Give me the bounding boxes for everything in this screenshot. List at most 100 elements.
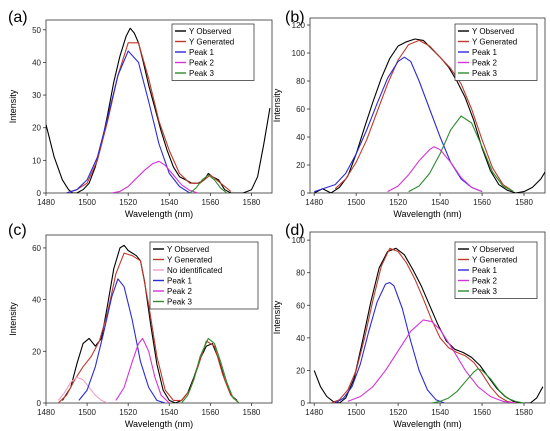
y-tick-label: 80: [296, 77, 305, 86]
legend-entry: Peak 3: [167, 298, 192, 307]
legend-entry: Y Generated: [472, 256, 517, 265]
legend-entry: Y Observed: [472, 245, 514, 254]
legend-entry: Y Observed: [167, 245, 209, 254]
x-tick-label: 1560: [473, 198, 491, 207]
series-line-peak-3: [189, 174, 228, 193]
series-line-no-identificated: [57, 376, 108, 403]
legend-entry: Peak 3: [472, 69, 497, 78]
x-tick-label: 1500: [78, 198, 96, 207]
x-tick-label: 1480: [305, 198, 323, 207]
y-axis-label: Intensity: [8, 302, 18, 336]
series-line-peak-2: [347, 319, 516, 403]
series-line-peak-3: [408, 115, 514, 193]
legend-entry: Peak 3: [472, 287, 497, 296]
panel-d: (d) 1480 1500 1520 1540 1560 1580 0 20 40 60 80 100 W…: [272, 222, 546, 429]
legend-entry: Peak 1: [189, 48, 214, 57]
legend-entry: Y Observed: [189, 27, 231, 36]
y-axis-label: Intensity: [272, 300, 282, 334]
plot-frame: [309, 17, 546, 194]
x-axis-label: Wavelength (nm): [393, 419, 461, 429]
legend-entry: Y Generated: [472, 38, 517, 47]
y-tick-label: 40: [32, 296, 41, 305]
plot-frame: [45, 19, 273, 194]
legend-entry: No identificated: [167, 266, 222, 275]
x-tick-label: 1520: [389, 198, 407, 207]
x-tick-label: 1580: [243, 198, 261, 207]
series-line-y-observed: [46, 27, 271, 193]
x-tick-label: 1560: [473, 408, 491, 417]
legend-entry: Y Observed: [472, 27, 514, 36]
x-tick-label: 1520: [389, 408, 407, 417]
x-tick-label: 1580: [243, 408, 261, 417]
y-axis-label: Intensity: [8, 89, 18, 123]
series-line-y-generated: [57, 252, 240, 403]
y-tick-label: 60: [296, 105, 305, 114]
legend-entry: Peak 2: [472, 59, 497, 68]
x-tick-label: 1500: [347, 198, 365, 207]
x-tick-label: 1540: [431, 198, 449, 207]
series-line-peak-1: [66, 50, 191, 193]
y-tick-label: 100: [292, 49, 306, 58]
series-group: [313, 38, 545, 193]
legend-entry: Peak 3: [189, 69, 214, 78]
x-tick-label: 1540: [431, 408, 449, 417]
x-tick-label: 1520: [119, 198, 137, 207]
x-axis-label: Wavelength (nm): [125, 209, 193, 219]
panel-label: (a): [8, 9, 28, 26]
panel-c: (c) 1480 1500 1520 1540 1560 1580 0 20 40 60 Wavele…: [8, 222, 273, 429]
x-tick-label: 1500: [78, 408, 96, 417]
x-axis-label: Wavelength (nm): [125, 419, 193, 429]
y-tick-label: 30: [32, 91, 41, 100]
y-tick-label: 40: [32, 58, 41, 67]
x-tick-label: 1520: [119, 408, 137, 417]
y-tick-label: 0: [37, 399, 42, 408]
x-tick-label: 1500: [347, 408, 365, 417]
legend-entry: Peak 2: [189, 59, 214, 68]
y-tick-label: 20: [296, 366, 305, 375]
y-tick-label: 120: [292, 21, 306, 30]
y-tick-label: 100: [292, 236, 306, 245]
x-tick-label: 1580: [515, 408, 533, 417]
x-tick-label: 1560: [201, 408, 219, 417]
series-line-y-generated: [334, 39, 514, 193]
y-tick-label: 60: [296, 301, 305, 310]
y-tick-label: 0: [301, 189, 306, 198]
y-axis-label: Intensity: [272, 88, 282, 122]
series-group: [46, 27, 271, 193]
series-line-peak-3: [431, 368, 525, 403]
y-tick-label: 80: [296, 269, 305, 278]
legend-entry: Y Generated: [189, 38, 234, 47]
panel-label: (d): [285, 222, 305, 239]
x-tick-label: 1540: [160, 408, 178, 417]
y-tick-label: 0: [301, 399, 306, 408]
series-line-y-generated: [66, 42, 232, 193]
x-tick-label: 1560: [201, 198, 219, 207]
series-line-peak-2: [387, 146, 483, 193]
panel-label: (c): [8, 222, 27, 239]
panel-label: (b): [285, 9, 305, 26]
series-group: [313, 247, 544, 403]
y-tick-label: 40: [296, 334, 305, 343]
series-line-peak-3: [181, 337, 240, 403]
x-tick-label: 1480: [37, 408, 55, 417]
series-line-y-generated: [330, 247, 516, 403]
x-tick-label: 1540: [160, 198, 178, 207]
x-tick-label: 1480: [37, 198, 55, 207]
legend-entry: Y Generated: [167, 256, 212, 265]
y-tick-label: 40: [296, 133, 305, 142]
panel-a: (a) 1480 1500 1520 1540 1560 1580 0 10 20 30 40 50 Wa…: [8, 9, 273, 219]
series-line-peak-2: [111, 160, 199, 193]
legend-entry: Peak 1: [472, 266, 497, 275]
y-tick-label: 0: [37, 189, 42, 198]
legend-box: [149, 241, 259, 310]
y-tick-label: 20: [296, 161, 305, 170]
series-line-peak-1: [78, 278, 166, 403]
series-line-peak-2: [115, 337, 170, 403]
y-tick-label: 20: [32, 124, 41, 133]
series-line-peak-1: [334, 281, 445, 403]
